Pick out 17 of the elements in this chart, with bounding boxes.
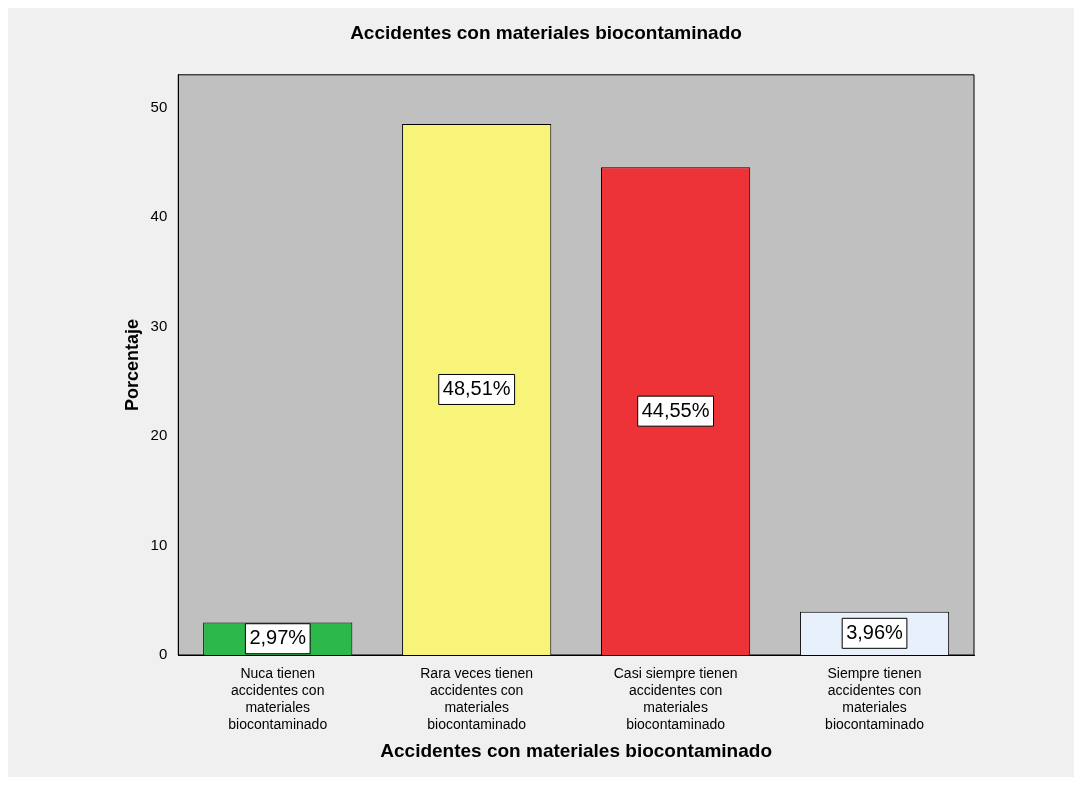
data-label: 3,96%	[846, 620, 904, 643]
chart-title: Accidentes con materiales biocontaminado	[350, 21, 742, 43]
x-tick-label: Siempre tienen accidentes con materiales biocontaminado	[825, 665, 925, 732]
data-label: 48,51%	[442, 376, 511, 399]
y-tick-label: 40	[150, 207, 168, 225]
y-tick-label: 50	[150, 97, 168, 115]
x-tick-label: Nuca tienen accidentes con materiales biocontaminado	[228, 665, 328, 732]
y-tick-label: 20	[150, 426, 168, 444]
y-tick-label: 0	[158, 645, 168, 663]
x-tick-label: Casi siempre tienen accidentes con materiales biocontaminado	[613, 665, 738, 732]
data-label: 2,97%	[249, 626, 307, 649]
x-axis-title: Accidentes con materiales biocontaminado	[380, 739, 772, 761]
x-tick-label: Rara veces tienen accidentes con materiales biocontaminado	[420, 665, 534, 732]
data-label: 44,55%	[641, 398, 710, 421]
y-axis-title: Porcentaje	[121, 318, 142, 411]
y-tick-label: 30	[150, 316, 168, 334]
y-tick-label: 10	[150, 535, 168, 553]
